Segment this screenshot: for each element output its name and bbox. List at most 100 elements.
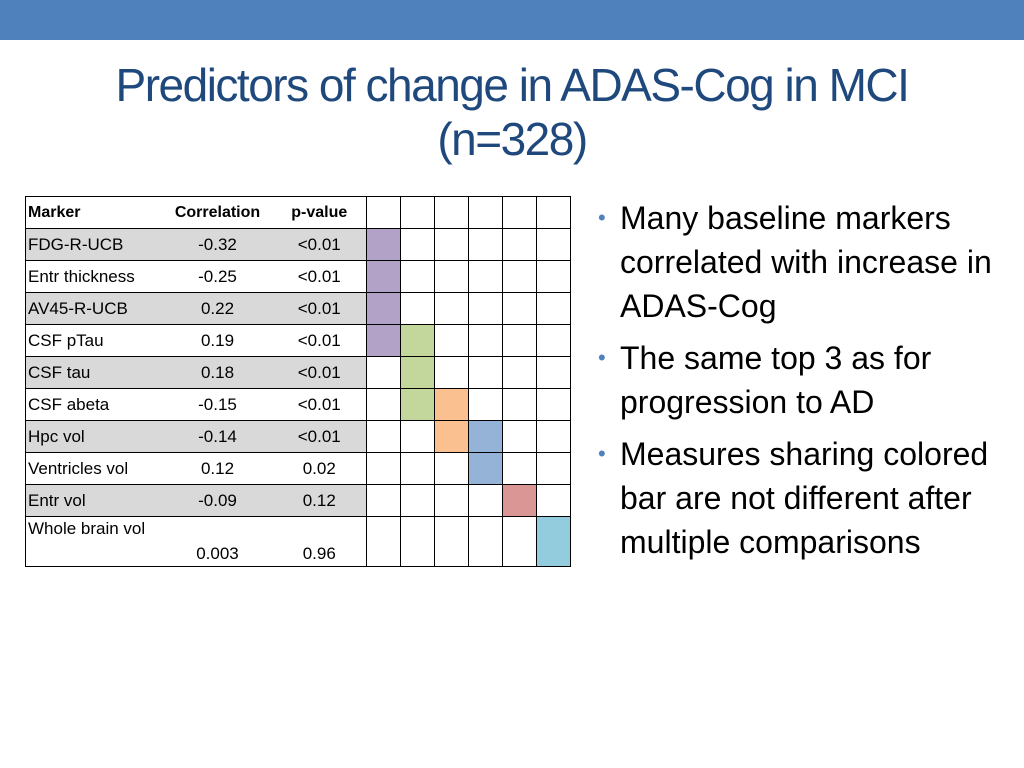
- correlation-cell: -0.25: [162, 260, 273, 293]
- group-bar-cell: [400, 452, 435, 485]
- group-bar-cell: [502, 452, 537, 485]
- marker-cell: Ventricles vol: [25, 452, 163, 485]
- group-bar-cell-filled: [366, 228, 401, 261]
- group-bar-cell: [434, 516, 469, 567]
- marker-cell: Whole brain vol: [25, 516, 163, 567]
- group-bar-cell: [502, 420, 537, 453]
- group-bar-cell-filled: [502, 484, 537, 517]
- group-bar-cell-filled: [400, 356, 435, 389]
- p-value-cell: <0.01: [272, 324, 367, 357]
- marker-cell: Entr vol: [25, 484, 163, 517]
- p-value-cell: <0.01: [272, 356, 367, 389]
- correlation-cell: 0.18: [162, 356, 273, 389]
- p-value-cell: <0.01: [272, 228, 367, 261]
- group-bar-cell: [400, 484, 435, 517]
- group-bar-cell: [366, 484, 401, 517]
- header-correlation: Correlation: [162, 196, 273, 229]
- correlation-cell: -0.32: [162, 228, 273, 261]
- group-bar-cell: [536, 260, 571, 293]
- marker-cell: Hpc vol: [25, 420, 163, 453]
- bullet-dot-icon: •: [598, 205, 606, 230]
- group-bar-cell-filled: [366, 324, 401, 357]
- table-row: Ventricles vol 0.12 0.02: [25, 452, 571, 485]
- group-bar-cell: [434, 452, 469, 485]
- group-bar-cell: [400, 228, 435, 261]
- bullet-text: Measures sharing colored bar are not dif…: [620, 436, 989, 560]
- group-bar-cell: [434, 324, 469, 357]
- group-bar-cell-filled: [366, 292, 401, 325]
- group-bar-cell: [468, 388, 503, 421]
- bullet-item: • Measures sharing colored bar are not di…: [598, 432, 998, 564]
- group-bar-cell-filled: [468, 452, 503, 485]
- correlation-cell: 0.003: [162, 516, 273, 567]
- top-accent-band: [0, 0, 1024, 40]
- predictors-table: Marker Correlation p-value FDG-R-UCB -0.3…: [25, 196, 571, 567]
- group-bar-cell: [400, 420, 435, 453]
- correlation-cell: 0.19: [162, 324, 273, 357]
- header-bar-cell: [468, 196, 503, 229]
- group-bar-cell: [468, 516, 503, 567]
- bullet-dot-icon: •: [598, 441, 606, 466]
- correlation-cell: -0.14: [162, 420, 273, 453]
- correlation-cell: -0.09: [162, 484, 273, 517]
- header-bar-cell: [434, 196, 469, 229]
- group-bar-cell: [502, 260, 537, 293]
- group-bar-cell: [536, 452, 571, 485]
- group-bar-cell: [366, 388, 401, 421]
- group-bar-cell: [366, 452, 401, 485]
- group-bar-cell-filled: [468, 420, 503, 453]
- table-header-row: Marker Correlation p-value: [25, 196, 571, 229]
- table-row: Whole brain vol 0.003 0.96: [25, 516, 571, 567]
- group-bar-cell-filled: [434, 388, 469, 421]
- group-bar-cell: [536, 356, 571, 389]
- group-bar-cell: [468, 484, 503, 517]
- bullet-text: The same top 3 as for progression to AD: [620, 340, 932, 420]
- group-bar-cell: [400, 292, 435, 325]
- group-bar-cell: [468, 356, 503, 389]
- group-bar-cell-filled: [434, 420, 469, 453]
- table-row: Entr thickness -0.25 <0.01: [25, 260, 571, 293]
- group-bar-cell: [502, 324, 537, 357]
- table-row: CSF pTau 0.19 <0.01: [25, 324, 571, 357]
- title-line-1: Predictors of change in ADAS-Cog in MCI: [115, 59, 910, 111]
- group-bar-cell: [502, 516, 537, 567]
- bullet-dot-icon: •: [598, 345, 606, 370]
- group-bar-cell: [468, 324, 503, 357]
- header-bar-cell: [536, 196, 571, 229]
- group-bar-cell-filled: [366, 260, 401, 293]
- group-bar-cell: [434, 260, 469, 293]
- p-value-cell: <0.01: [272, 292, 367, 325]
- marker-cell: AV45-R-UCB: [25, 292, 163, 325]
- group-bar-cell: [366, 420, 401, 453]
- group-bar-cell: [536, 324, 571, 357]
- group-bar-cell: [400, 260, 435, 293]
- group-bar-cell: [434, 484, 469, 517]
- correlation-cell: 0.12: [162, 452, 273, 485]
- group-bar-cell: [536, 420, 571, 453]
- group-bar-cell: [434, 356, 469, 389]
- group-bar-cell: [434, 292, 469, 325]
- bullet-list: • Many baseline markers correlated with i…: [598, 196, 998, 572]
- p-value-cell: 0.12: [272, 484, 367, 517]
- group-bar-cell: [502, 228, 537, 261]
- correlation-cell: -0.15: [162, 388, 273, 421]
- marker-cell: CSF pTau: [25, 324, 163, 357]
- p-value-cell: <0.01: [272, 260, 367, 293]
- bullet-item: • The same top 3 as for progression to AD: [598, 336, 998, 424]
- group-bar-cell: [536, 388, 571, 421]
- marker-cell: FDG-R-UCB: [25, 228, 163, 261]
- group-bar-cell: [502, 388, 537, 421]
- title-line-2: (n=328): [437, 113, 588, 165]
- bullet-text: Many baseline markers correlated with in…: [620, 200, 992, 324]
- header-marker: Marker: [25, 196, 163, 229]
- group-bar-cell: [366, 516, 401, 567]
- group-bar-cell: [536, 484, 571, 517]
- group-bar-cell: [502, 356, 537, 389]
- table-row: Hpc vol -0.14 <0.01: [25, 420, 571, 453]
- slide-title: Predictors of change in ADAS-Cog in MCI …: [0, 58, 1024, 166]
- table-row: FDG-R-UCB -0.32 <0.01: [25, 228, 571, 261]
- marker-cell: Entr thickness: [25, 260, 163, 293]
- table-row: Entr vol -0.09 0.12: [25, 484, 571, 517]
- group-bar-cell: [468, 260, 503, 293]
- table-row: CSF abeta -0.15 <0.01: [25, 388, 571, 421]
